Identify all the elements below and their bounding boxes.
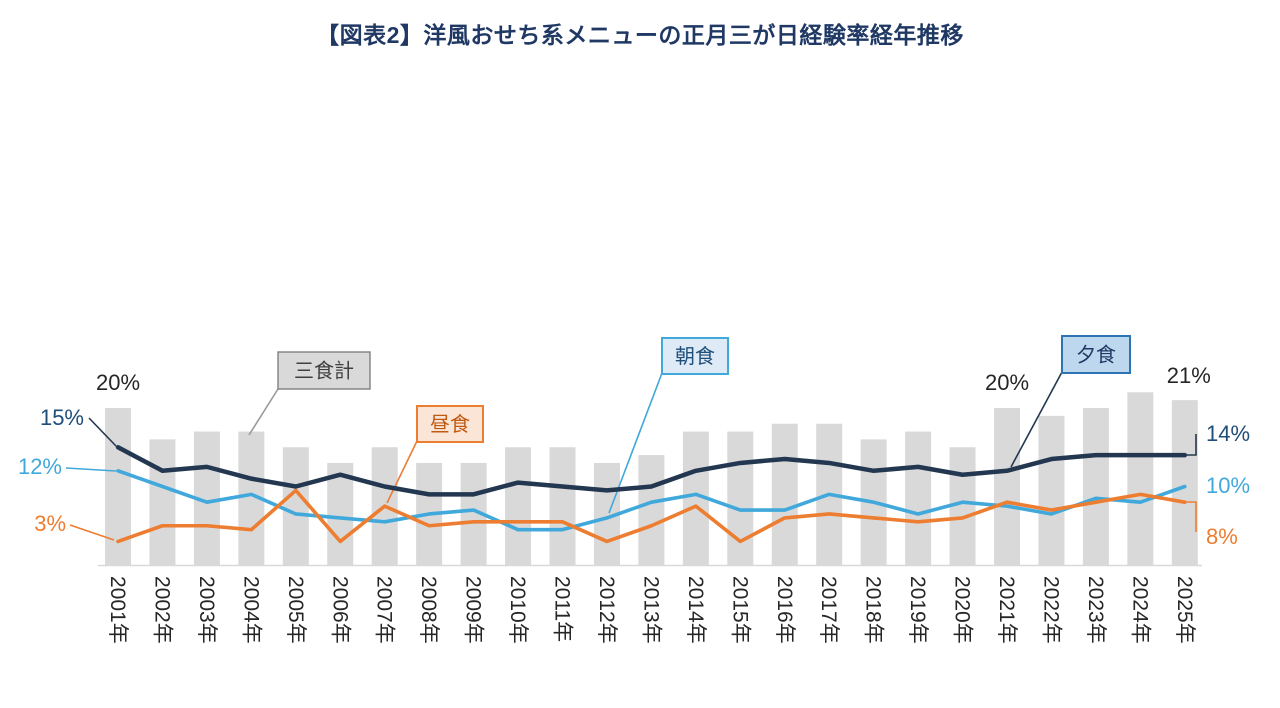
x-label-2021年: 2021年 bbox=[995, 576, 1018, 644]
bar-2010年 bbox=[505, 447, 532, 565]
bar-2019年 bbox=[905, 431, 932, 565]
annotation-lunch-2025: 8% bbox=[1206, 524, 1238, 549]
x-label-2002年: 2002年 bbox=[150, 576, 173, 644]
legend-label-lunch: 昼食 bbox=[430, 413, 470, 436]
annotation-total-2025: 21% bbox=[1167, 363, 1211, 388]
x-label-2023年: 2023年 bbox=[1084, 576, 1107, 644]
legend-box-breakfast bbox=[661, 337, 729, 375]
bar-2013年 bbox=[638, 455, 665, 565]
bar-2015年 bbox=[727, 431, 754, 565]
annotation-breakfast-2025: 10% bbox=[1206, 473, 1250, 498]
x-label-2009年: 2009年 bbox=[462, 576, 485, 644]
x-label-2020年: 2020年 bbox=[951, 576, 974, 644]
x-label-2012年: 2012年 bbox=[595, 576, 618, 644]
line-breakfast bbox=[116, 468, 1187, 532]
line-dinner bbox=[115, 445, 1188, 497]
bar-2005年 bbox=[282, 447, 309, 565]
annotation-dinner-2025: 14% bbox=[1206, 421, 1250, 446]
line-lunch bbox=[116, 488, 1187, 544]
legend-leader-total bbox=[248, 388, 279, 436]
x-label-2008年: 2008年 bbox=[417, 576, 440, 644]
x-label-2017年: 2017年 bbox=[817, 576, 840, 644]
bar-2022年 bbox=[1038, 415, 1065, 565]
bar-2002年 bbox=[149, 439, 176, 565]
legend-box-dinner bbox=[1061, 335, 1131, 374]
annotation-dinner-2001: 15% bbox=[40, 405, 84, 430]
chart-title: 【図表2】洋風おせち系メニューの正月三が日経験率経年推移 bbox=[316, 22, 964, 48]
x-label-2010年: 2010年 bbox=[506, 576, 529, 644]
annotation-lunch-2001: 3% bbox=[34, 511, 66, 536]
annotation-tick-dinner-2025 bbox=[1186, 434, 1197, 456]
x-label-2018年: 2018年 bbox=[862, 576, 885, 644]
x-label-2007年: 2007年 bbox=[373, 576, 396, 644]
x-label-2019年: 2019年 bbox=[906, 576, 929, 644]
x-label-2024年: 2024年 bbox=[1128, 576, 1151, 644]
x-label-2001年: 2001年 bbox=[106, 576, 129, 644]
x-label-2006年: 2006年 bbox=[328, 576, 351, 644]
legend-leader-lunch bbox=[386, 440, 418, 504]
x-label-2003年: 2003年 bbox=[195, 576, 218, 644]
annotation-tick-dinner-2001 bbox=[88, 417, 117, 447]
bar-2006年 bbox=[327, 462, 354, 565]
x-label-2016年: 2016年 bbox=[773, 576, 796, 644]
x-label-2004年: 2004年 bbox=[239, 576, 262, 644]
x-label-2015年: 2015年 bbox=[728, 576, 751, 644]
legend-label-breakfast: 朝食 bbox=[675, 345, 715, 368]
annotation-tick-lunch-2001 bbox=[69, 524, 115, 541]
legend-label-dinner: 夕食 bbox=[1076, 344, 1116, 367]
bar-2016年 bbox=[771, 423, 798, 565]
x-label-2013年: 2013年 bbox=[639, 576, 662, 644]
legend-box-lunch bbox=[416, 405, 484, 443]
x-label-2022年: 2022年 bbox=[1039, 576, 1062, 644]
bar-2021年 bbox=[994, 408, 1020, 565]
annotation-tick-lunch-2025 bbox=[1186, 501, 1197, 532]
x-label-2025年: 2025年 bbox=[1173, 576, 1196, 644]
annotation-total-2001: 20% bbox=[96, 370, 140, 395]
x-label-2005年: 2005年 bbox=[284, 576, 307, 644]
x-label-2011年: 2011年 bbox=[551, 576, 574, 642]
x-label-2014年: 2014年 bbox=[684, 576, 707, 644]
bar-2011年 bbox=[549, 447, 576, 565]
bar-2025年 bbox=[1171, 400, 1198, 565]
bar-2024年 bbox=[1127, 392, 1154, 565]
legend-label-total: 三食計 bbox=[294, 360, 354, 383]
annotation-total-2021: 20% bbox=[985, 370, 1029, 395]
annotation-breakfast-2001: 12% bbox=[18, 454, 62, 479]
legend-leader-dinner bbox=[1010, 371, 1063, 468]
bar-2023年 bbox=[1082, 408, 1109, 565]
annotation-tick-breakfast-2001 bbox=[65, 467, 117, 472]
legend-box-total bbox=[277, 351, 371, 390]
